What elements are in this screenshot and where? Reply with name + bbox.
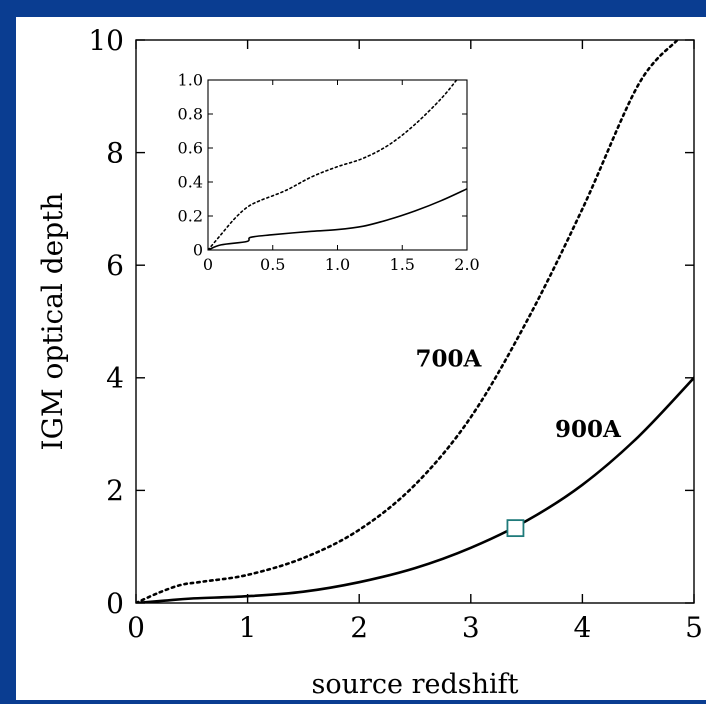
x-tick-label: 5 [685, 611, 703, 644]
x-tick-label: 4 [573, 611, 591, 644]
chart-panel: 0 1 2 3 4 5 0 2 4 6 8 10 source redshift IGM optical … [16, 17, 706, 700]
series-line-dotted [136, 40, 679, 603]
y-tick-label: 4 [106, 362, 124, 395]
inset-y-tick-label: 1.0 [178, 71, 203, 90]
series-label-900a: 900A [555, 416, 622, 443]
inset-plot-frame [207, 79, 468, 251]
series-line-solid [136, 376, 694, 603]
optical-depth-chart: 0 1 2 3 4 5 0 2 4 6 8 10 source redshift IGM optical … [36, 24, 703, 700]
x-tick-label: 1 [239, 611, 257, 644]
y-tick-label: 6 [106, 249, 124, 282]
series-label-700a: 700A [416, 346, 483, 373]
inset-y-tick-label: 0.8 [178, 105, 203, 124]
x-tick-label: 3 [462, 611, 480, 644]
inset-x-tick-label: 1.5 [390, 255, 415, 274]
inset-y-tick-label: 0.6 [178, 139, 203, 158]
y-axis-title: IGM optical depth [36, 193, 69, 451]
y-tick-label: 2 [106, 474, 124, 507]
y-tick-label: 8 [106, 136, 124, 169]
x-tick-label: 2 [350, 611, 368, 644]
x-axis-title: source redshift [312, 669, 519, 700]
inset-plot: 0 0.5 1.0 1.5 2.0 0 0.2 0.4 0.6 0.8 1.0 [178, 71, 480, 274]
inset-y-tick-label: 0.2 [178, 207, 203, 226]
inset-x-tick-label: 0.5 [260, 255, 285, 274]
inset-y-tick-label: 0.4 [178, 173, 203, 192]
inset-x-tick-label: 0 [203, 255, 213, 274]
inset-series-line-solid [208, 188, 467, 250]
inset-x-tick-label: 1.0 [325, 255, 350, 274]
y-tick-label: 0 [106, 587, 124, 620]
inset-y-tick-label: 0 [193, 241, 203, 260]
inset-series-line-dotted [208, 80, 458, 250]
inset-x-tick-label: 2.0 [454, 255, 479, 274]
highlight-marker [506, 519, 525, 538]
y-tick-label: 10 [88, 24, 124, 57]
x-tick-label: 0 [127, 611, 145, 644]
